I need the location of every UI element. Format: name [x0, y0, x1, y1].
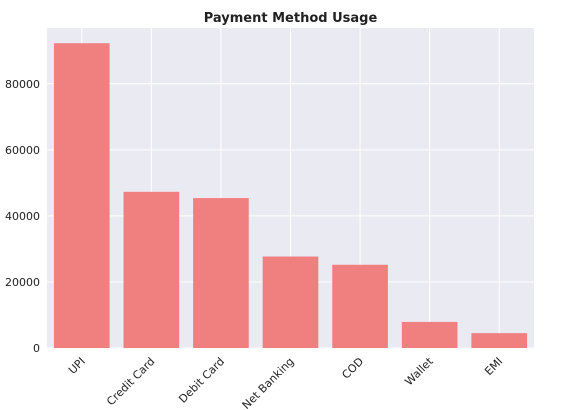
bar-debit-card	[193, 198, 249, 348]
bar-upi	[53, 43, 110, 348]
chart-title: Payment Method Usage	[204, 11, 378, 26]
x-axis-ticks: UPI Credit Card Debit Card Net Banking COD Wa…	[66, 354, 505, 410]
x-tick-label: Net Banking	[240, 355, 297, 410]
bar-emi	[471, 333, 528, 348]
y-tick-label: 40000	[5, 210, 40, 223]
x-tick-label: COD	[339, 355, 366, 382]
x-tick-label: Wallet	[402, 354, 436, 388]
bar-net-banking	[262, 256, 319, 348]
x-tick-label: Credit Card	[104, 355, 157, 408]
y-tick-label: 20000	[5, 276, 40, 289]
x-tick-label: Debit Card	[176, 355, 227, 406]
y-tick-label: 60000	[5, 144, 40, 157]
bar-cod	[332, 264, 388, 348]
x-tick-label: UPI	[66, 355, 88, 377]
y-tick-label: 0	[33, 342, 40, 355]
bar-credit-card	[123, 191, 180, 348]
bar-wallet	[401, 321, 458, 348]
bars	[53, 43, 528, 348]
y-axis-ticks: 0 20000 40000 60000 80000	[5, 78, 40, 355]
y-tick-label: 80000	[5, 78, 40, 91]
x-tick-label: EMI	[482, 355, 505, 378]
